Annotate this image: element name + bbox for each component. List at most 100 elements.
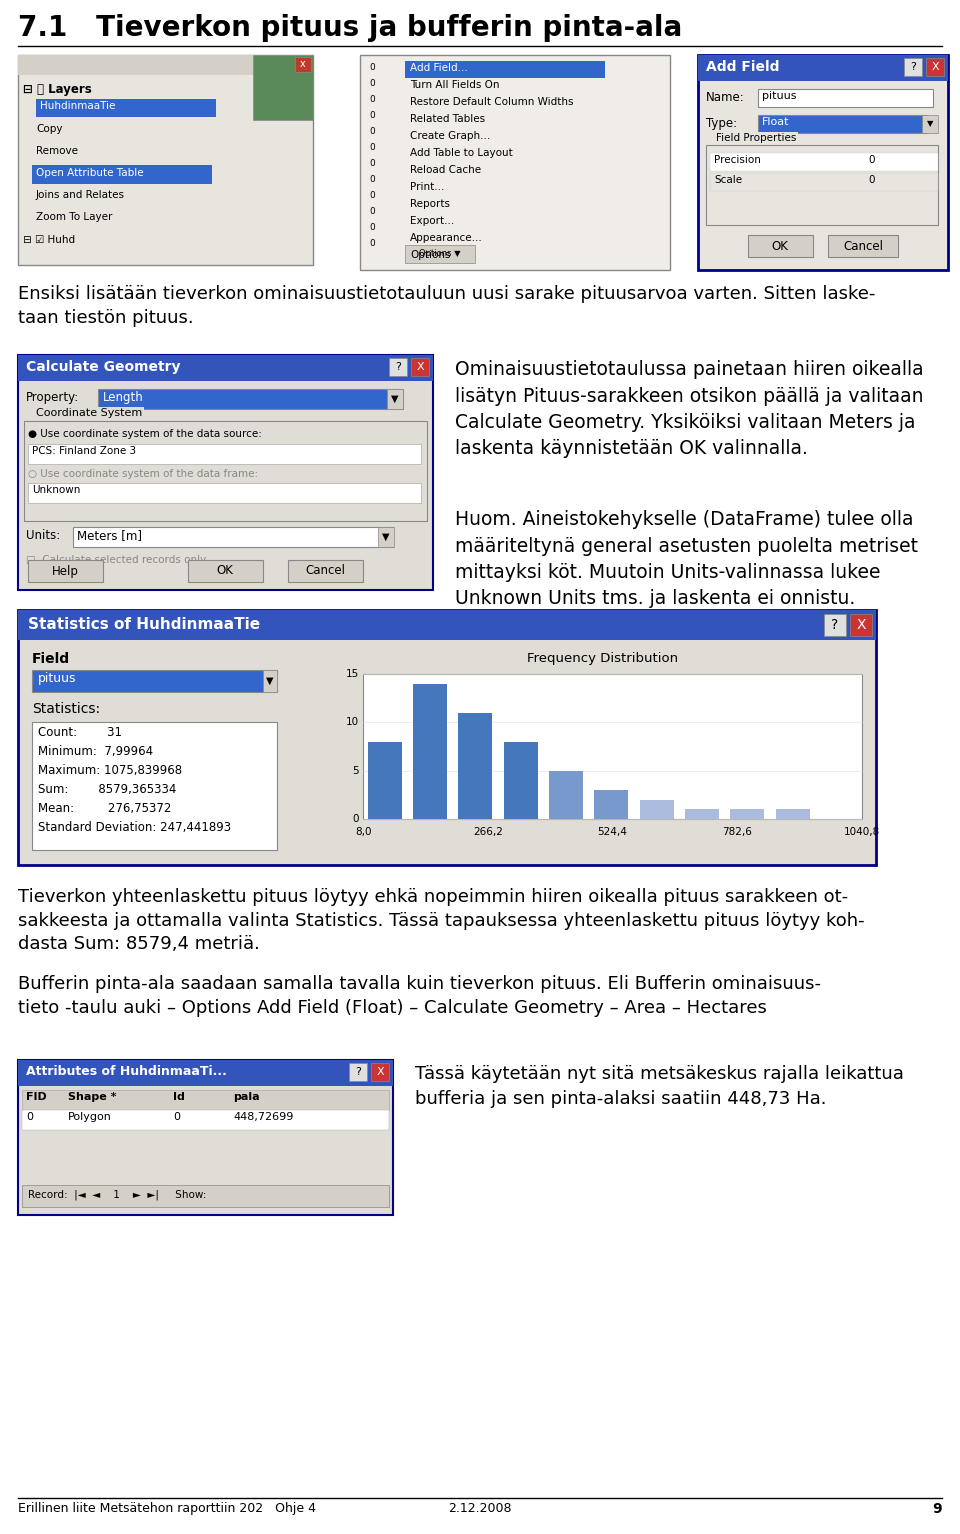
Text: Scale: Scale (714, 175, 742, 186)
Text: Field: Field (32, 652, 70, 666)
Text: ▼: ▼ (926, 120, 933, 129)
Text: 0: 0 (370, 239, 374, 249)
Bar (98, 390, 403, 410)
Text: Restore Default Column Widths: Restore Default Column Widths (410, 97, 573, 107)
Text: 5: 5 (352, 765, 359, 776)
Text: Unknown: Unknown (32, 485, 81, 495)
Bar (22, 1184, 389, 1207)
Text: ?: ? (355, 1068, 361, 1077)
Bar (32, 670, 277, 692)
Text: 0: 0 (370, 78, 374, 87)
Text: 0: 0 (370, 143, 374, 152)
Text: Length: Length (103, 391, 144, 403)
Text: Open Attribute Table: Open Attribute Table (36, 169, 144, 178)
Bar (904, 58, 922, 77)
Text: 15: 15 (346, 669, 359, 680)
Text: ⊟ ☑ Huhd: ⊟ ☑ Huhd (23, 235, 75, 245)
Text: Joins and Relates: Joins and Relates (36, 190, 125, 199)
Text: 448,72699: 448,72699 (233, 1112, 294, 1121)
Text: Export...: Export... (410, 216, 454, 225)
Text: 0: 0 (370, 175, 374, 184)
Bar (824, 614, 846, 637)
Text: 0: 0 (868, 155, 875, 166)
Text: PCS: Finland Zone 3: PCS: Finland Zone 3 (32, 446, 136, 456)
Text: 782,6: 782,6 (722, 827, 753, 838)
Text: 0: 0 (370, 110, 374, 120)
Text: Appearance...: Appearance... (410, 233, 483, 242)
Text: X: X (376, 1068, 384, 1077)
Text: Mean:         276,75372: Mean: 276,75372 (38, 802, 172, 815)
Bar (263, 670, 277, 692)
Bar (413, 684, 447, 819)
Bar (776, 810, 810, 819)
Text: ▼: ▼ (392, 394, 398, 403)
Text: Field Properties: Field Properties (716, 133, 797, 143)
Bar (828, 235, 898, 258)
Bar (253, 55, 313, 120)
Text: Precision: Precision (714, 155, 761, 166)
Text: Cancel: Cancel (305, 565, 345, 577)
Text: Reports: Reports (410, 199, 450, 209)
Text: 0: 0 (370, 207, 374, 216)
Text: Frequency Distribution: Frequency Distribution (527, 652, 678, 666)
Text: Print...: Print... (410, 183, 444, 192)
Bar (18, 1060, 393, 1215)
Text: FID: FID (26, 1092, 47, 1101)
Text: Units:: Units: (26, 529, 60, 542)
Bar (639, 799, 674, 819)
Text: Add Field: Add Field (706, 60, 780, 74)
Text: X: X (417, 362, 423, 373)
Text: 266,2: 266,2 (473, 827, 503, 838)
Text: ● Use coordinate system of the data source:: ● Use coordinate system of the data sour… (28, 430, 262, 439)
Bar (18, 55, 313, 75)
Text: Copy: Copy (36, 124, 62, 133)
Bar (710, 153, 938, 170)
Text: Id: Id (173, 1092, 185, 1101)
Text: Attributes of HuhdinmaaTi...: Attributes of HuhdinmaaTi... (26, 1065, 227, 1078)
Text: ▼: ▼ (382, 532, 390, 542)
Text: Sum:        8579,365334: Sum: 8579,365334 (38, 782, 177, 796)
Text: 524,4: 524,4 (597, 827, 628, 838)
Bar (504, 741, 538, 819)
Bar (28, 443, 421, 463)
Text: Help: Help (52, 565, 79, 577)
Bar (758, 89, 933, 107)
Bar (411, 357, 429, 376)
Text: Tässä käytetään nyt sitä metsäkeskus rajalla leikattua
bufferia ja sen pinta-ala: Tässä käytetään nyt sitä metsäkeskus raj… (415, 1065, 904, 1108)
Bar (368, 741, 401, 819)
Text: Turn All Fields On: Turn All Fields On (410, 80, 499, 91)
Bar (18, 354, 433, 380)
Text: Statistics of HuhdinmaaTie: Statistics of HuhdinmaaTie (28, 617, 260, 632)
Text: OK: OK (772, 239, 788, 253)
Text: pituus: pituus (762, 91, 797, 101)
Bar (18, 611, 876, 865)
Text: □  Calculate selected records only: □ Calculate selected records only (26, 555, 206, 565)
Text: Property:: Property: (26, 391, 80, 403)
Bar (731, 810, 764, 819)
Bar (22, 1111, 389, 1131)
Bar (850, 614, 872, 637)
Text: 0: 0 (370, 127, 374, 137)
Text: Type:: Type: (706, 117, 737, 130)
Text: Minimum:  7,99964: Minimum: 7,99964 (38, 746, 154, 758)
Bar (18, 354, 433, 591)
Text: 0: 0 (173, 1112, 180, 1121)
Bar (405, 245, 475, 262)
Bar (371, 1063, 389, 1081)
Text: 0: 0 (370, 95, 374, 104)
Text: pala: pala (233, 1092, 259, 1101)
Text: 1040,8: 1040,8 (844, 827, 880, 838)
Text: 2.12.2008: 2.12.2008 (448, 1502, 512, 1516)
Bar (333, 644, 872, 859)
Bar (36, 100, 216, 117)
Bar (706, 146, 938, 225)
Bar (387, 390, 403, 410)
Text: Count:        31: Count: 31 (38, 726, 122, 739)
Bar (24, 420, 427, 522)
Text: 8,0: 8,0 (355, 827, 372, 838)
Text: Create Graph...: Create Graph... (410, 130, 491, 141)
Bar (32, 723, 277, 850)
Text: Float: Float (762, 117, 789, 127)
Text: ○ Use coordinate system of the data frame:: ○ Use coordinate system of the data fram… (28, 469, 258, 479)
Bar (22, 1091, 389, 1111)
